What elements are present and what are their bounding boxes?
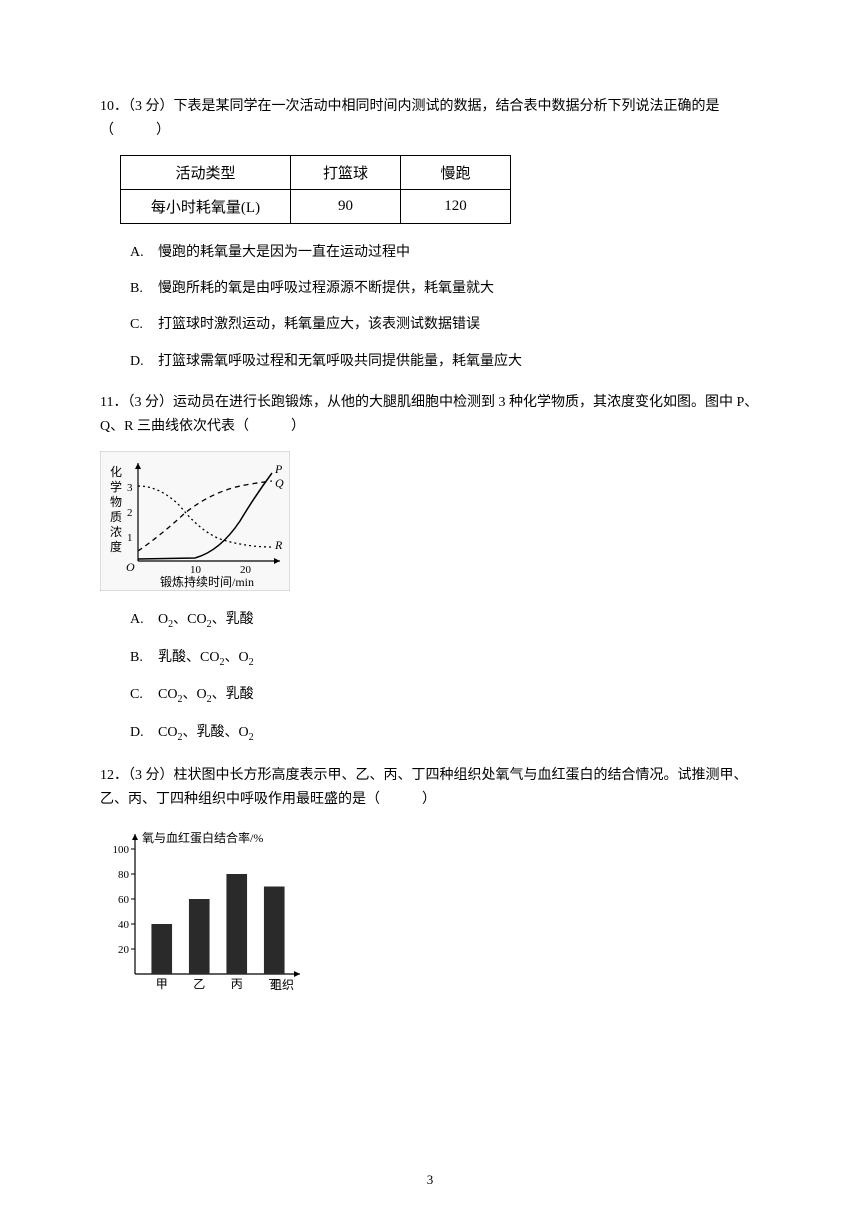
q10-text: 下表是某同学在一次活动中相同时间内测试的数据，结合表中数据分析下列说法正确的是（… (100, 99, 720, 138)
option-label: A. (130, 609, 158, 631)
table-row: 活动类型 打篮球 慢跑 (121, 155, 511, 189)
q11-number: 11． (100, 395, 127, 410)
page-number: 3 (0, 1172, 860, 1188)
xtick: 丙 (231, 977, 243, 991)
q11-option-c: C.CO2、O2、乳酸 (130, 684, 760, 708)
series-label: P (274, 462, 283, 476)
bar (226, 874, 247, 974)
option-text: 打篮球需氧呼吸过程和无氧呼吸共同提供能量，耗氧量应大 (158, 354, 522, 369)
option-label: C. (130, 314, 158, 336)
xtick: 乙 (193, 977, 205, 991)
option-label: B. (130, 278, 158, 300)
ylabel-char: 物 (110, 495, 122, 509)
q11-option-a: A.O2、CO2、乳酸 (130, 609, 760, 633)
option-label: D. (130, 351, 158, 373)
origin-label: O (126, 560, 135, 574)
q10-option-c: C.打篮球时激烈运动，耗氧量应大，该表测试数据错误 (130, 314, 760, 336)
q10-option-a: A.慢跑的耗氧量大是因为一直在运动过程中 (130, 242, 760, 264)
th-activity: 活动类型 (121, 155, 291, 189)
q10-stem: 10．（3 分）下表是某同学在一次活动中相同时间内测试的数据，结合表中数据分析下… (100, 95, 760, 143)
ylabel-char: 度 (110, 539, 122, 554)
bar-chart-svg: 氧与血红蛋白结合率/% 组织 20406080100甲乙丙丁 (100, 824, 310, 999)
xtick: 甲 (156, 977, 168, 991)
th-basketball: 打篮球 (291, 155, 401, 189)
option-text: O2、CO2、乳酸 (158, 612, 254, 627)
q10-table: 活动类型 打篮球 慢跑 每小时耗氧量(L) 90 120 (120, 155, 511, 224)
q11-text: 运动员在进行长跑锻炼，从他的大腿肌细胞中检测到 3 种化学物质，其浓度变化如图。… (100, 395, 758, 434)
q10-points: （3 分） (128, 99, 174, 114)
option-label: D. (130, 722, 158, 744)
option-text: CO2、O2、乳酸 (158, 687, 254, 702)
table-row: 每小时耗氧量(L) 90 120 (121, 189, 511, 223)
bar (189, 899, 210, 974)
option-text: CO2、乳酸、O2 (158, 725, 254, 740)
q10-number: 10． (100, 99, 128, 114)
option-label: B. (130, 647, 158, 669)
option-text: 乳酸、CO2、O2 (158, 650, 254, 665)
q10-options: A.慢跑的耗氧量大是因为一直在运动过程中 B.慢跑所耗的氧是由呼吸过程源源不断提… (130, 242, 760, 374)
q11-stem: 11．（3 分）运动员在进行长跑锻炼，从他的大腿肌细胞中检测到 3 种化学物质，… (100, 391, 760, 439)
ylabel: 氧与血红蛋白结合率/% (142, 830, 263, 845)
q12-chart: 氧与血红蛋白结合率/% 组织 20406080100甲乙丙丁 (100, 824, 760, 999)
td-basketball: 90 (291, 189, 401, 223)
xtick: 丁 (268, 977, 280, 991)
ytick: 100 (113, 844, 130, 856)
td-label: 每小时耗氧量(L) (121, 189, 291, 223)
q10-option-d: D.打篮球需氧呼吸过程和无氧呼吸共同提供能量，耗氧量应大 (130, 351, 760, 373)
option-text: 慢跑所耗的氧是由呼吸过程源源不断提供，耗氧量就大 (158, 281, 494, 296)
q11-option-d: D.CO2、乳酸、O2 (130, 722, 760, 746)
ytick: 40 (118, 919, 130, 931)
q11-options: A.O2、CO2、乳酸 B.乳酸、CO2、O2 C.CO2、O2、乳酸 D.CO… (130, 609, 760, 746)
q11-option-b: B.乳酸、CO2、O2 (130, 647, 760, 671)
th-jog: 慢跑 (401, 155, 511, 189)
q10-option-b: B.慢跑所耗的氧是由呼吸过程源源不断提供，耗氧量就大 (130, 278, 760, 300)
q12-points: （3 分） (128, 768, 174, 783)
series-label: R (274, 538, 283, 552)
ytick: 60 (118, 894, 130, 906)
ylabel-char: 浓 (110, 525, 122, 539)
option-text: 慢跑的耗氧量大是因为一直在运动过程中 (158, 245, 410, 260)
line-chart-svg: 化 学 物 质 浓 度 1 2 3 10 20 O P Q R 锻炼持续时间/m… (100, 451, 290, 591)
series-label: Q (275, 476, 284, 490)
option-label: C. (130, 684, 158, 706)
q11-points: （3 分） (127, 395, 173, 410)
bar (264, 886, 285, 974)
ytick: 20 (118, 944, 130, 956)
ylabel-char: 质 (110, 510, 122, 524)
q12-text: 柱状图中长方形高度表示甲、乙、丙、丁四种组织处氧气与血红蛋白的结合情况。试推测甲… (100, 768, 748, 807)
ytick: 80 (118, 869, 130, 881)
ylabel-char: 化 (110, 465, 122, 479)
option-label: A. (130, 242, 158, 264)
xlabel: 锻炼持续时间/min (160, 574, 254, 589)
q12-number: 12． (100, 768, 128, 783)
ytick: 2 (127, 507, 133, 519)
ytick: 1 (127, 532, 133, 544)
option-text: 打篮球时激烈运动，耗氧量应大，该表测试数据错误 (158, 317, 480, 332)
td-jog: 120 (401, 189, 511, 223)
bar (151, 924, 172, 974)
q11-chart: 化 学 物 质 浓 度 1 2 3 10 20 O P Q R 锻炼持续时间/m… (100, 451, 760, 591)
ytick: 3 (127, 482, 133, 494)
q12-stem: 12．（3 分）柱状图中长方形高度表示甲、乙、丙、丁四种组织处氧气与血红蛋白的结… (100, 764, 760, 812)
ylabel-char: 学 (110, 479, 122, 494)
